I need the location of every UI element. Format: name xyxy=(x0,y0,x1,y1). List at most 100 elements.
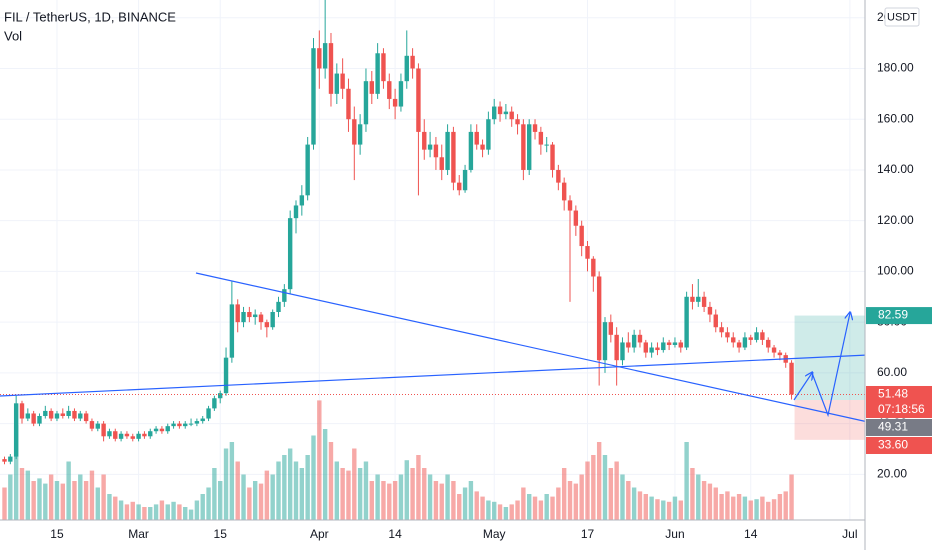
candle-body xyxy=(427,144,433,150)
candle-body xyxy=(66,410,71,416)
volume-bar xyxy=(72,481,77,520)
volume-bar xyxy=(369,481,374,520)
x-tick-label: May xyxy=(483,527,506,541)
volume-bar xyxy=(457,494,462,520)
price-tag-label: 49.31 xyxy=(878,420,908,434)
volume-bar xyxy=(462,487,468,520)
candle-body xyxy=(2,459,7,462)
candle-body xyxy=(322,43,328,69)
candle-body xyxy=(159,428,165,432)
volume-bar xyxy=(748,500,753,520)
candle-body xyxy=(276,301,281,312)
trend-line xyxy=(0,354,869,397)
candle-body xyxy=(48,410,54,419)
volume-bar xyxy=(596,442,602,520)
candle-body xyxy=(538,131,544,145)
candle-body xyxy=(760,332,765,340)
candle-body xyxy=(707,306,713,315)
volume-bar xyxy=(188,509,194,520)
volume-bar xyxy=(620,474,625,520)
candle-body xyxy=(247,312,252,318)
volume-bar xyxy=(212,468,217,520)
volume-bar xyxy=(322,429,328,520)
candle-body xyxy=(43,410,48,416)
candle-body xyxy=(235,304,240,323)
volume-bar xyxy=(655,499,660,520)
x-tick-label: Jun xyxy=(665,527,684,541)
candle-body xyxy=(130,436,135,439)
volume-bar xyxy=(643,494,648,520)
volume-bar xyxy=(118,500,124,520)
candle-body xyxy=(124,433,130,437)
volume-bar xyxy=(684,442,689,520)
volume-bar xyxy=(89,470,95,520)
volume-bar xyxy=(247,487,252,520)
candle-body xyxy=(527,124,532,170)
volume-bar xyxy=(602,455,608,520)
volume-bar xyxy=(311,435,316,520)
candle-body xyxy=(439,157,444,170)
candle-body xyxy=(462,169,468,191)
x-tick-label: Jul xyxy=(842,527,857,541)
candle-body xyxy=(54,413,60,419)
candle-body xyxy=(340,73,345,89)
candle-body xyxy=(410,55,415,69)
volume-bar xyxy=(171,501,176,520)
volume-bar xyxy=(509,504,514,520)
currency-badge[interactable] xyxy=(884,7,920,27)
volume-bar xyxy=(363,461,369,520)
volume-bar xyxy=(25,470,31,520)
candle-body xyxy=(742,337,748,348)
candle-body xyxy=(305,144,310,196)
volume-bar xyxy=(78,474,83,520)
volume-bar xyxy=(177,504,182,520)
price-axis xyxy=(865,0,932,550)
volume-bar xyxy=(264,470,270,520)
candle-body xyxy=(113,431,118,439)
volume-bar xyxy=(54,481,60,520)
candle-body xyxy=(591,258,596,277)
candle-body xyxy=(736,342,742,348)
candle-body xyxy=(672,342,678,345)
candle-body xyxy=(457,182,462,191)
candle-body xyxy=(118,433,124,439)
candle-body xyxy=(328,43,334,94)
volume-bar xyxy=(287,448,293,520)
candle-body xyxy=(614,334,619,361)
candle-body xyxy=(153,428,159,432)
candle-body xyxy=(579,225,584,247)
price-tag-label: 82.59 xyxy=(878,308,908,322)
volume-bar xyxy=(276,461,281,520)
candle-body xyxy=(252,314,258,318)
y-tick-label: 140.00 xyxy=(877,162,914,176)
volume-bar xyxy=(626,481,631,520)
volume-bar xyxy=(299,468,305,520)
volume-bar xyxy=(719,494,724,520)
volume-bar xyxy=(433,481,439,520)
volume-bar xyxy=(556,487,561,520)
volume-bar xyxy=(532,496,538,520)
candle-body xyxy=(177,423,182,427)
candle-body xyxy=(398,81,404,107)
volume-bar xyxy=(783,491,788,520)
volume-bar xyxy=(392,481,398,520)
price-tag xyxy=(866,307,932,325)
candle-body xyxy=(311,48,316,145)
candle-body xyxy=(194,421,200,424)
volume-bar xyxy=(194,500,200,520)
price-tag xyxy=(866,418,932,436)
candle-body xyxy=(183,423,188,427)
volume-bar xyxy=(282,455,287,520)
candle-body xyxy=(515,119,520,125)
candle-body xyxy=(346,88,351,120)
candle-body xyxy=(503,111,509,115)
candle-body xyxy=(357,124,363,145)
candle-body xyxy=(416,68,421,132)
volume-bar xyxy=(591,455,596,520)
volume-label: Vol xyxy=(4,28,22,43)
candle-body xyxy=(754,332,759,340)
volume-bar xyxy=(480,496,485,520)
volume-bar xyxy=(713,487,718,520)
volume-bar xyxy=(416,455,421,520)
volume-bar xyxy=(130,501,135,520)
